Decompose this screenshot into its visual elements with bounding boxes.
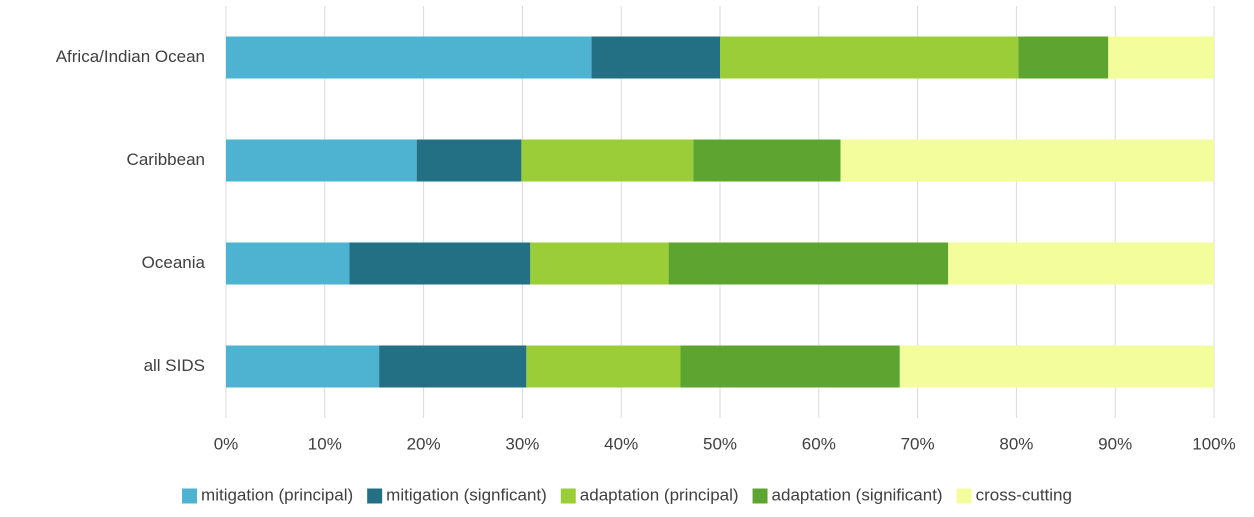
legend-item: mitigation (principal) [182,485,353,504]
category-label: Caribbean [127,150,205,169]
bar-segment [693,139,841,182]
bar-segment [899,345,1214,388]
x-tick-label: 60% [802,434,836,453]
category-label: all SIDS [144,356,205,375]
category-label: Africa/Indian Ocean [56,47,205,66]
bars [226,36,1214,388]
bar-segment [226,139,417,182]
bar-segment [668,242,949,285]
x-tick-label: 30% [505,434,539,453]
bar-segment [526,345,681,388]
bar-segment [226,345,380,388]
bar-segment [349,242,531,285]
x-tick-label: 80% [999,434,1033,453]
x-tick-label: 90% [1098,434,1132,453]
bar-segment [720,36,1019,79]
bar-segment [226,36,592,79]
bar-segment [530,242,669,285]
x-axis-tick-labels: 0% 10% 20% 30% 40% 50% 60% 70% 80% 90% 100% [214,434,1236,453]
bar-segment [591,36,720,79]
legend-label: mitigation (signficant) [386,485,547,504]
legend-swatch [182,488,198,504]
bar-segment [1108,36,1214,79]
bar-segment [416,139,522,182]
x-tick-label: 100% [1192,434,1235,453]
legend-swatch [752,488,768,504]
legend-swatch [367,488,383,504]
legend-label: adaptation (significant) [772,485,943,504]
x-tick-label: 50% [703,434,737,453]
x-tick-label: 10% [308,434,342,453]
legend-label: adaptation (principal) [580,485,739,504]
category-labels: Africa/Indian Ocean Caribbean Oceania all S… [56,47,206,375]
x-tick-label: 0% [214,434,239,453]
legend-label: cross-cutting [976,485,1072,504]
legend-item: mitigation (signficant) [367,485,547,504]
legend-item: cross-cutting [956,485,1072,504]
bar-segment [948,242,1214,285]
legend-item: adaptation (principal) [560,485,739,504]
legend-swatch [956,488,972,504]
bar-segment [680,345,900,388]
bar-segment [1018,36,1109,79]
x-tick-label: 40% [604,434,638,453]
legend-swatch [560,488,576,504]
bar-segment [379,345,527,388]
legend: mitigation (principal) mitigation (signfi… [182,485,1072,504]
x-tick-label: 70% [901,434,935,453]
bar-segment [521,139,694,182]
x-tick-label: 20% [407,434,441,453]
legend-label: mitigation (principal) [201,485,353,504]
category-label: Oceania [142,253,206,272]
legend-item: adaptation (significant) [752,485,943,504]
bar-segment [840,139,1214,182]
bar-segment [226,242,350,285]
